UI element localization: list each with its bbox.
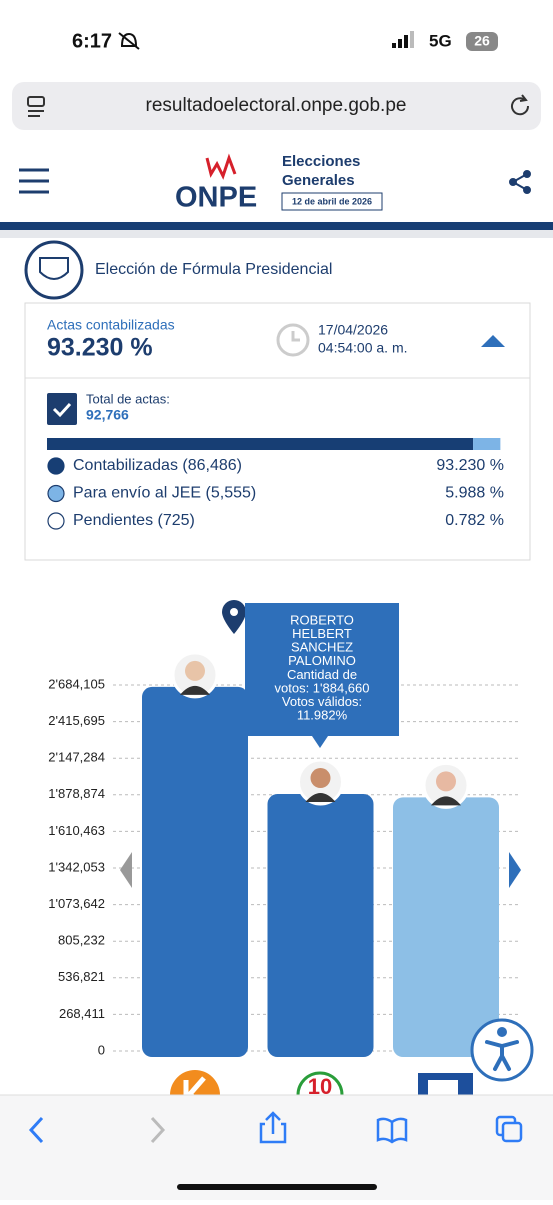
summary-card	[24, 302, 531, 561]
status-time: 6:17	[72, 30, 112, 52]
candidate-body	[431, 796, 461, 806]
tooltip-line: PALOMINO	[288, 653, 356, 668]
bar	[393, 797, 499, 1057]
prev-arrow[interactable]	[120, 852, 132, 888]
url[interactable]: resultadoelectoral.onpe.gob.pe	[146, 95, 407, 116]
share-icon[interactable]	[509, 170, 531, 194]
header-title: Generales	[282, 172, 355, 189]
legend-value: 93.230 %	[436, 457, 504, 474]
y-tick-label: 2'147,284	[48, 750, 105, 765]
bookmarks-button[interactable]	[376, 1117, 408, 1144]
clipboard-icon	[47, 393, 77, 425]
legend-value: 0.782 %	[445, 512, 504, 529]
legend-label: Contabilizadas (86,486)	[73, 457, 242, 474]
network: 5G	[429, 31, 452, 50]
tooltip-line: votos: 1'884,660	[275, 680, 370, 695]
clock-icon	[276, 323, 310, 357]
collapse-toggle[interactable]	[481, 335, 505, 347]
bar	[267, 794, 374, 1057]
candidate-face	[310, 768, 331, 789]
battery-level: 26	[474, 33, 490, 49]
y-tick-label: 2'684,105	[48, 676, 105, 691]
y-tick-label: 536,821	[58, 969, 105, 984]
home-indicator	[177, 1184, 377, 1190]
progress: Contabilizadas (86,486) 93.230 % Para enví…	[47, 438, 504, 530]
y-tick-label: 2'415,695	[48, 713, 105, 728]
forward-button[interactable]	[150, 1116, 166, 1144]
tooltip-line: HELBERT	[292, 626, 352, 641]
legend-dot	[47, 484, 65, 503]
tabs-button[interactable]	[495, 1115, 523, 1143]
legend-label: Pendientes (725)	[73, 512, 195, 529]
tooltip-line: Cantidad de	[287, 667, 357, 682]
legend-dot	[47, 512, 65, 530]
reload-icon[interactable]	[511, 94, 530, 116]
url-bar[interactable]	[12, 82, 541, 130]
election-date: 12 de abril de 2026	[292, 196, 372, 206]
total-label: Total de actas:	[86, 391, 170, 406]
total-value: 92,766	[86, 407, 129, 423]
clock-hands	[291, 331, 300, 342]
tooltip-line: ROBERTO	[290, 612, 354, 627]
candidate-face	[436, 771, 456, 792]
logo-mark	[205, 153, 237, 180]
back-button[interactable]	[28, 1116, 44, 1144]
progress-segment	[500, 438, 504, 450]
header-title: Elecciones	[282, 153, 360, 170]
check	[52, 402, 72, 418]
tooltip-line: Votos válidos:	[282, 694, 362, 709]
reader-icon[interactable]	[27, 96, 45, 117]
candidate-body	[180, 685, 210, 695]
y-tick-label: 1'878,874	[48, 786, 105, 801]
y-tick-label: 1'342,053	[48, 859, 105, 874]
update-date: 17/04/2026	[318, 322, 388, 338]
legend-dot	[47, 457, 65, 475]
browser-toolbar	[0, 1095, 553, 1200]
y-tick-label: 805,232	[58, 933, 105, 948]
pin-icon	[222, 600, 246, 634]
y-tick-label: 268,411	[59, 1006, 105, 1021]
tooltip-line: SANCHEZ	[291, 640, 353, 655]
emblem	[24, 240, 84, 300]
candidate-body	[305, 793, 336, 803]
logo[interactable]: ONPE	[175, 182, 257, 214]
share-button[interactable]	[259, 1111, 287, 1144]
signal-icon	[392, 31, 414, 48]
battery	[466, 32, 498, 51]
date-box	[281, 192, 383, 211]
bar-chart: 0 268,411 536,821 805,232 1'073,642 1'342,053…	[48, 651, 520, 1057]
tooltip	[245, 603, 399, 736]
section-title: Elección de Fórmula Presidencial	[95, 261, 332, 278]
legend-label: Para envío al JEE (5,555)	[73, 485, 256, 502]
menu-icon[interactable]	[19, 168, 49, 194]
legend-value: 5.988 %	[445, 485, 504, 502]
pin-dot	[230, 608, 238, 616]
update-time: 04:54:00 a. m.	[318, 340, 408, 356]
y-tick-label: 0	[98, 1042, 105, 1057]
y-tick-label: 1'610,463	[48, 823, 105, 838]
bar	[142, 686, 248, 1057]
actas-value: 93.230 %	[47, 334, 153, 362]
emblem-shield	[39, 257, 69, 280]
y-tick-label: 1'073,642	[48, 896, 105, 911]
progress-segment	[47, 438, 474, 450]
progress-segment	[473, 438, 501, 450]
candidate-face	[185, 660, 205, 681]
tooltip-line: 11.982%	[297, 708, 348, 723]
tooltip-pointer	[312, 736, 328, 748]
header-band	[0, 222, 553, 230]
silent-icon	[118, 32, 140, 50]
actas-label: Actas contabilizadas	[47, 317, 175, 333]
header-shadow	[0, 230, 553, 238]
accessibility-icon[interactable]	[485, 1027, 519, 1071]
next-arrow[interactable]	[509, 852, 521, 888]
